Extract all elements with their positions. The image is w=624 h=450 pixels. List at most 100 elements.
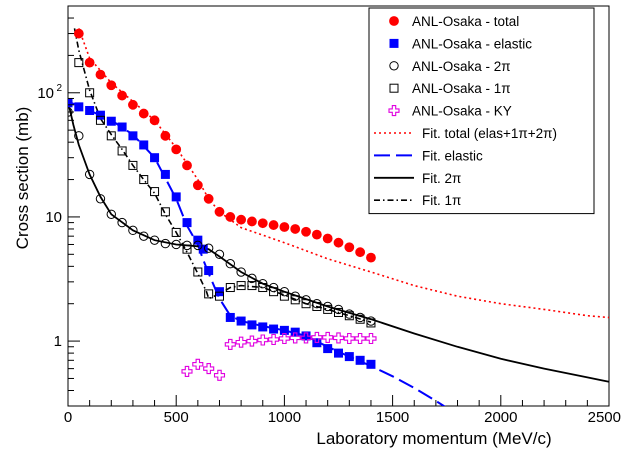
data-point-s0-20 [290, 224, 301, 234]
data-point-s1-5 [117, 122, 127, 132]
data-point-s3-21 [301, 299, 311, 309]
data-point-s3-11 [193, 267, 203, 277]
data-point-s3-3 [106, 131, 116, 141]
data-point-s0-27 [366, 252, 376, 263]
legend-marker-4 [388, 105, 400, 117]
y-tick-label-exponent: 2 [56, 83, 62, 94]
y-axis-title: Cross section (mb) [13, 107, 32, 250]
data-point-s4-13 [322, 331, 334, 343]
data-point-s0-23 [322, 233, 333, 244]
data-point-s3-17 [258, 283, 268, 293]
data-point-s0-5 [128, 99, 138, 110]
data-point-s1-14 [204, 266, 214, 276]
data-point-s2-10 [171, 239, 181, 250]
data-point-s4-8 [268, 333, 280, 346]
y-tick-label: 10 [45, 209, 62, 226]
data-point-s0-21 [301, 226, 311, 237]
data-point-s3-1 [85, 88, 95, 98]
data-point-s3-5 [128, 160, 138, 170]
data-point-s4-16 [354, 332, 366, 345]
data-point-s0-9 [171, 144, 182, 155]
data-point-s1-3 [95, 110, 105, 120]
data-point-s2-17 [247, 273, 257, 284]
data-point-s0-1 [84, 57, 95, 68]
data-point-s1-6 [128, 131, 138, 141]
data-point-s3-24 [334, 307, 343, 317]
data-point-s3-7 [150, 187, 160, 197]
y-tick-label: 10 [37, 85, 54, 102]
data-point-s4-14 [332, 332, 345, 344]
legend-label: ANL-Osaka - 2π [412, 59, 511, 74]
data-point-s2-8 [149, 235, 160, 245]
data-point-s1-12 [193, 235, 203, 245]
data-point-s1-17 [236, 316, 246, 326]
data-point-s3-8 [160, 207, 170, 217]
data-point-s3-9 [171, 227, 181, 237]
data-point-s4-0 [181, 365, 193, 377]
data-point-s3-0 [74, 58, 84, 68]
data-point-s1-1 [74, 102, 84, 112]
data-point-s3-19 [279, 291, 289, 301]
data-point-s4-7 [257, 334, 269, 346]
data-point-s2-2 [84, 169, 95, 180]
data-point-s4-17 [365, 332, 377, 345]
data-point-s0-17 [257, 218, 268, 229]
data-point-s4-6 [246, 335, 258, 347]
data-point-s0-24 [333, 237, 344, 248]
legend-label: Fit. 1π [422, 193, 461, 208]
data-point-s4-3 [213, 369, 226, 381]
data-point-s3-12 [204, 289, 214, 299]
data-point-s3-26 [355, 314, 365, 324]
legend-marker-0 [389, 16, 399, 26]
x-axis-title: Laboratory momentum (MeV/c) [316, 429, 551, 448]
data-point-s3-6 [139, 175, 149, 185]
x-tick-label: 2500 [588, 409, 621, 426]
legend-marker-3 [389, 83, 399, 93]
data-point-s2-4 [106, 209, 116, 220]
legend-label: ANL-Osaka - 1π [412, 81, 511, 96]
data-point-s1-26 [334, 348, 343, 358]
data-point-s1-0 [68, 98, 73, 108]
data-point-s1-25 [323, 344, 333, 354]
data-point-s0-14 [225, 212, 236, 222]
legend-box [368, 7, 595, 215]
data-point-s3-10 [182, 244, 192, 254]
x-tick-label: 0 [64, 409, 72, 426]
data-point-s3-27 [366, 318, 376, 328]
data-point-s2-15 [225, 259, 236, 269]
data-point-s0-6 [138, 108, 149, 119]
data-point-s4-2 [203, 363, 215, 375]
data-point-s3-14 [225, 283, 235, 293]
data-point-s0-26 [355, 247, 366, 258]
data-point-s4-1 [192, 358, 204, 370]
data-point-s2-13 [203, 243, 214, 253]
data-point-s0-19 [279, 222, 290, 232]
data-point-s2-7 [139, 231, 149, 241]
legend: ANL-Osaka - total ANL-Osaka - elastic ANL-… [368, 7, 595, 215]
data-point-s0-8 [160, 130, 171, 141]
legend-label: ANL-Osaka - total [412, 14, 519, 29]
plot-frame [67, 5, 610, 407]
data-point-s3-25 [344, 311, 354, 321]
legend-label: Fit. elastic [422, 148, 483, 163]
data-point-s2-6 [128, 225, 138, 236]
data-point-s1-9 [160, 169, 170, 179]
data-point-s1-7 [139, 140, 149, 150]
legend-marker-2 [389, 61, 399, 71]
data-point-s2-9 [160, 238, 171, 249]
data-point-s1-16 [225, 312, 235, 322]
data-point-s0-12 [203, 193, 214, 204]
data-point-s4-5 [235, 336, 247, 348]
data-point-s0-11 [192, 180, 203, 191]
data-point-s2-5 [117, 217, 127, 228]
data-point-s0-7 [149, 115, 160, 126]
legend-marker-1 [389, 38, 399, 48]
data-point-s3-23 [323, 304, 333, 314]
data-point-s1-8 [150, 153, 160, 163]
data-point-s2-3 [95, 194, 106, 204]
data-point-s2-12 [193, 240, 203, 251]
data-point-s1-27 [344, 352, 354, 362]
legend-label: ANL-Osaka - elastic [412, 36, 532, 51]
data-point-s1-19 [258, 322, 268, 332]
